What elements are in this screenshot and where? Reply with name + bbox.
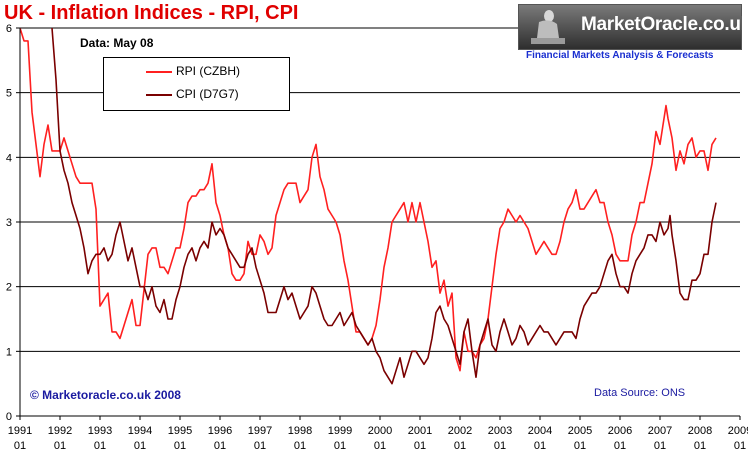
legend-item-rpi: RPI (CZBH) — [104, 62, 289, 82]
x-tick-sub-2008: 01 — [694, 440, 706, 452]
x-tick-year-1998: 1998 — [288, 425, 312, 437]
x-tick-year-1991: 1991 — [8, 425, 32, 437]
y-tick-label: 1 — [6, 346, 12, 358]
statue-icon — [531, 10, 565, 44]
marketoracle-logo[interactable]: MarketOracle.co.uk Financial Markets Ana… — [518, 4, 748, 61]
x-tick-year-2001: 2001 — [408, 425, 432, 437]
x-tick-year-2002: 2002 — [448, 425, 472, 437]
legend-label-rpi: RPI (CZBH) — [176, 64, 240, 78]
x-tick-year-1996: 1996 — [208, 425, 232, 437]
legend: RPI (CZBH) CPI (D7G7) — [103, 57, 290, 111]
logo-tagline: Financial Markets Analysis & Forecasts — [526, 50, 714, 61]
legend-swatch-rpi — [146, 71, 172, 73]
x-tick-sub-2005: 01 — [574, 440, 586, 452]
x-tick-year-2008: 2008 — [688, 425, 712, 437]
copyright-note: © Marketoracle.co.uk 2008 — [30, 388, 181, 402]
x-tick-year-2009: 2009 — [728, 425, 748, 437]
y-tick-label: 0 — [6, 411, 12, 423]
y-tick-label: 2 — [6, 282, 12, 294]
x-tick-sub-1994: 01 — [134, 440, 146, 452]
x-tick-year-2004: 2004 — [528, 425, 552, 437]
x-tick-year-2006: 2006 — [608, 425, 632, 437]
x-tick-sub-2001: 01 — [414, 440, 426, 452]
y-tick-label: 6 — [6, 23, 12, 35]
x-tick-year-1999: 1999 — [328, 425, 352, 437]
y-tick-label: 5 — [6, 88, 12, 100]
x-tick-sub-1999: 01 — [334, 440, 346, 452]
y-tick-label: 4 — [6, 152, 12, 164]
x-tick-sub-1991: 01 — [14, 440, 26, 452]
series-lines — [20, 28, 717, 385]
x-tick-year-2000: 2000 — [368, 425, 392, 437]
x-tick-sub-1995: 01 — [174, 440, 186, 452]
chart-title: UK - Inflation Indices - RPI, CPI — [4, 2, 299, 24]
axes: 0123456199101199201199301199401199501199… — [6, 23, 748, 452]
x-tick-sub-1993: 01 — [94, 440, 106, 452]
x-tick-sub-2003: 01 — [494, 440, 506, 452]
x-tick-sub-2006: 01 — [614, 440, 626, 452]
legend-item-cpi: CPI (D7G7) — [104, 85, 289, 105]
x-tick-sub-1992: 01 — [54, 440, 66, 452]
x-tick-year-1995: 1995 — [168, 425, 192, 437]
x-tick-sub-2009: 01 — [734, 440, 746, 452]
x-tick-year-1993: 1993 — [88, 425, 112, 437]
x-tick-sub-2004: 01 — [534, 440, 546, 452]
x-tick-year-1992: 1992 — [48, 425, 72, 437]
legend-label-cpi: CPI (D7G7) — [176, 87, 239, 101]
y-tick-label: 3 — [6, 217, 12, 229]
date-label: Data: May 08 — [80, 36, 154, 50]
x-tick-sub-1996: 01 — [214, 440, 226, 452]
series-line-cpi — [51, 28, 717, 385]
x-tick-sub-2007: 01 — [654, 440, 666, 452]
x-tick-sub-1997: 01 — [254, 440, 266, 452]
x-tick-sub-2002: 01 — [454, 440, 466, 452]
data-source-note: Data Source: ONS — [594, 387, 686, 399]
x-tick-year-1997: 1997 — [248, 425, 272, 437]
logo-name: MarketOracle.co.uk — [581, 14, 748, 35]
logo-banner: MarketOracle.co.uk — [518, 4, 748, 50]
x-tick-sub-1998: 01 — [294, 440, 306, 452]
legend-swatch-cpi — [146, 94, 172, 96]
x-tick-year-1994: 1994 — [128, 425, 152, 437]
x-tick-year-2007: 2007 — [648, 425, 672, 437]
x-tick-year-2003: 2003 — [488, 425, 512, 437]
x-tick-sub-2000: 01 — [374, 440, 386, 452]
x-tick-year-2005: 2005 — [568, 425, 592, 437]
